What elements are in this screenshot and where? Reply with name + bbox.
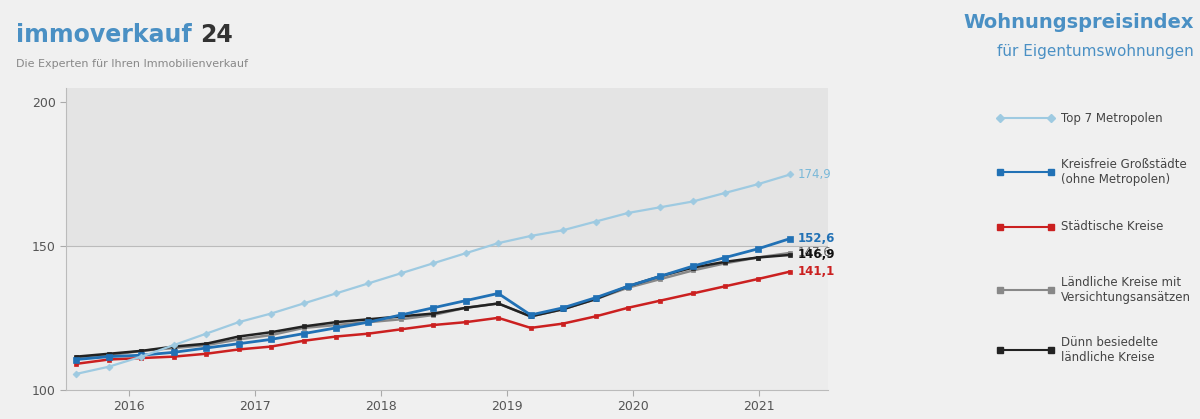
Text: Dünn besiedelte
ländliche Kreise: Dünn besiedelte ländliche Kreise	[1061, 336, 1158, 365]
Text: Städtische Kreise: Städtische Kreise	[1061, 220, 1164, 233]
Text: für Eigentumswohnungen: für Eigentumswohnungen	[997, 44, 1194, 59]
Bar	[66, 88, 828, 246]
Text: Die Experten für Ihren Immobilienverkauf: Die Experten für Ihren Immobilienverkauf	[16, 59, 247, 69]
Text: 147,6: 147,6	[798, 246, 832, 259]
Text: immoverkauf: immoverkauf	[16, 23, 191, 47]
Text: 24: 24	[200, 23, 233, 47]
Text: 146,9: 146,9	[798, 248, 835, 261]
Text: Kreisfreie Großstädte
(ohne Metropolen): Kreisfreie Großstädte (ohne Metropolen)	[1061, 158, 1187, 186]
Text: Top 7 Metropolen: Top 7 Metropolen	[1061, 111, 1163, 125]
Text: 174,9: 174,9	[798, 168, 832, 181]
Bar	[66, 246, 828, 390]
Text: Wohnungspreisindex: Wohnungspreisindex	[964, 13, 1194, 31]
Text: 141,1: 141,1	[798, 265, 835, 278]
Text: 152,6: 152,6	[798, 232, 835, 245]
Text: Ländliche Kreise mit
Versichtungsansätzen: Ländliche Kreise mit Versichtungsansätze…	[1061, 276, 1192, 304]
